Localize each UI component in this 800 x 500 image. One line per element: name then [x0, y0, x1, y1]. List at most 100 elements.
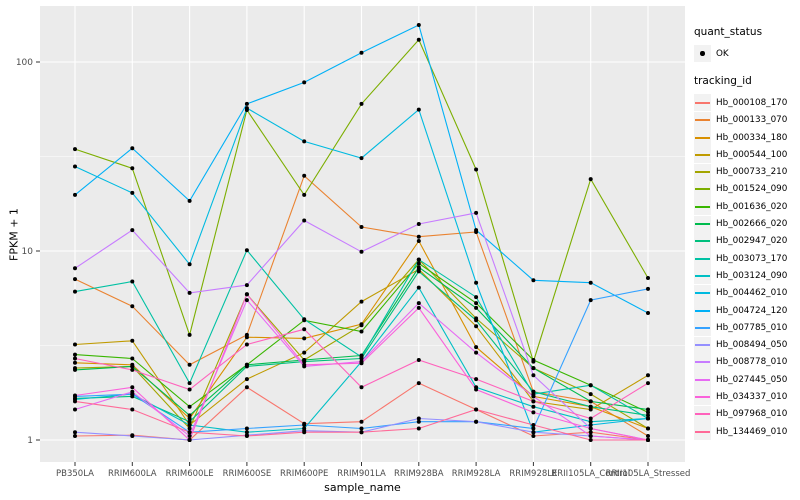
data-point-Hb_001524_090-RRIM901LA [359, 101, 364, 106]
x-tick-label-RRIM600PE: RRIM600PE [280, 469, 328, 479]
legend-label: Hb_004724_120 [716, 305, 788, 316]
data-point-Hb_007785_010-RRIM600SE [244, 426, 249, 431]
legend-key-Hb_000133_070 [694, 111, 711, 129]
data-point-Hb_003073_170-RRII105LA_Control [588, 383, 593, 388]
data-point-Hb_000334_180-RRIM928BA [416, 239, 421, 243]
data-point-Hb_003073_170-RRIM928BA [416, 257, 421, 262]
x-tick-label-RRII105LA_Control: RRII105LA_Control [551, 469, 630, 479]
legend-item-ok: OK [694, 45, 787, 63]
legend-key-Hb_003124_090 [694, 267, 711, 285]
x-axis-title: sample_name [324, 481, 401, 494]
data-point-Hb_003124_090-RRIM600LE [187, 423, 192, 427]
data-point-Hb_004724_120-RRII105LA_Stressed [646, 311, 650, 315]
data-point-Hb_004462_010-RRII105LA_Control [588, 423, 593, 427]
data-point-Hb_008494_050-RRIM928LE [531, 430, 536, 435]
legend-swatch-line-icon [695, 326, 710, 329]
legend-label: Hb_002947_020 [716, 236, 788, 247]
data-point-Hb_002666_020-RRIM928BA [416, 265, 421, 270]
data-point-Hb_003073_170-RRIM600LA [130, 279, 135, 284]
legend-key-Hb_008494_050 [694, 336, 711, 354]
legend-key-Hb_004724_120 [694, 302, 711, 319]
legend-swatch-line-icon [695, 188, 710, 191]
data-point-Hb_034337_010-RRIM600PE [302, 362, 307, 367]
data-point-Hb_001636_020-RRIM928LE [531, 358, 536, 362]
data-point-Hb_003073_170-RRIM600LE [187, 381, 192, 386]
legend-key-Hb_034337_010 [694, 388, 711, 406]
legend-key-Hb_000108_170 [694, 94, 711, 112]
legend-key-Hb_134469_010 [694, 423, 711, 441]
data-point-Hb_002947_020-RRIM600PE [302, 359, 307, 364]
legend-swatch-line-icon [695, 153, 710, 156]
legend-item-Hb_002947_020: Hb_002947_020 [694, 232, 788, 250]
legend-key-Hb_000733_210 [694, 163, 711, 181]
data-point-Hb_002947_020-RRII105LA_Control [588, 404, 593, 409]
data-point-Hb_002666_020-PB350LA [73, 367, 77, 372]
data-point-Hb_001524_090-RRIM600PE [302, 192, 307, 197]
data-point-Hb_034337_010-RRIM928LE [531, 410, 536, 415]
data-point-Hb_008778_010-PB350LA [73, 266, 77, 271]
data-point-Hb_001636_020-RRIM901LA [359, 329, 364, 334]
y-tick-label-10: 10 [22, 247, 34, 257]
legend-swatch-line-icon [695, 205, 710, 208]
data-point-Hb_134469_010-RRIM600LE [187, 430, 192, 435]
data-point-Hb_008778_010-RRIM901LA [359, 249, 364, 254]
legend-swatch-line-icon [695, 101, 710, 104]
legend-swatch-line-icon [695, 430, 710, 433]
legend-item-Hb_000133_070: Hb_000133_070 [694, 111, 787, 129]
data-point-Hb_003073_170-PB350LA [73, 289, 77, 294]
data-point-Hb_034337_010-RRII105LA_Control [588, 426, 593, 431]
legend-key-Hb_003073_170 [694, 250, 711, 268]
data-point-Hb_003124_090-RRIM928BA [416, 285, 421, 290]
data-point-Hb_000544_100-PB350LA [73, 342, 77, 347]
data-point-Hb_007785_010-RRIM600PE [302, 423, 307, 427]
data-point-Hb_008494_050-RRIM600LA [130, 434, 135, 438]
y-tick-label-100: 100 [16, 58, 33, 68]
data-point-Hb_000108_170-RRIM928LE [531, 434, 536, 438]
data-point-Hb_004462_010-RRIM901LA [359, 156, 364, 161]
data-point-Hb_004462_010-RRIM600LA [130, 190, 135, 195]
data-point-Hb_134469_010-RRIM928BA [416, 426, 421, 431]
x-tick-label-PB350LA: PB350LA [56, 469, 94, 479]
legend-key-Hb_027445_050 [694, 371, 711, 389]
data-point-Hb_004462_010-RRIM600PE [302, 139, 307, 144]
ok-point-icon [700, 51, 705, 56]
data-point-Hb_000544_100-RRIM600SE [244, 377, 249, 382]
legend-swatch-line-icon [695, 171, 710, 174]
data-point-Hb_034337_010-RRIM928BA [416, 305, 421, 310]
data-point-Hb_034337_010-RRIM600SE [244, 292, 249, 297]
legend-swatch-line-icon [695, 344, 710, 347]
legend-swatch-line-icon [695, 119, 710, 122]
data-point-Hb_027445_050-RRIM928BA [416, 301, 421, 306]
legend-label: Hb_000733_210 [716, 167, 788, 178]
data-point-Hb_003073_170-RRIM928LA [474, 295, 479, 300]
data-point-Hb_000544_100-RRIM600LA [130, 338, 135, 343]
data-point-Hb_000133_070-RRII105LA_Stressed [646, 434, 650, 438]
legend-item-Hb_000108_170: Hb_000108_170 [694, 94, 787, 112]
data-point-Hb_001524_090-RRII105LA_Stressed [646, 276, 650, 280]
data-point-Hb_002666_020-RRIM600LE [187, 413, 192, 418]
data-point-Hb_000133_070-RRIM600LA [130, 304, 135, 309]
legend-swatch-line-icon [695, 240, 710, 243]
data-point-Hb_004724_120-RRIM600LA [130, 146, 135, 151]
legend-swatch-line-icon [695, 223, 710, 226]
legend-title-quant-status: quant_status [694, 26, 763, 38]
legend-label: Hb_027445_050 [716, 374, 788, 385]
data-point-Hb_001524_090-RRIM928BA [416, 37, 421, 42]
data-point-Hb_000544_100-RRIM928LA [474, 324, 479, 329]
legend-label: Hb_000544_100 [716, 149, 788, 160]
legend-key-Hb_097968_010 [694, 405, 711, 423]
legend-item-Hb_000334_180: Hb_000334_180 [694, 129, 787, 147]
data-point-Hb_027445_050-RRIM600SE [244, 298, 249, 303]
data-point-Hb_001636_020-PB350LA [73, 352, 77, 357]
data-point-Hb_097968_010-RRIM928LE [531, 399, 536, 404]
data-point-Hb_034337_010-RRIM600LA [130, 385, 135, 390]
data-point-Hb_008494_050-RRIM928LA [474, 419, 479, 424]
legend-key-Hb_000544_100 [694, 146, 711, 164]
data-point-Hb_000108_170-RRIM600SE [244, 385, 249, 390]
x-tick-label-RRIM600LA: RRIM600LA [108, 469, 157, 479]
data-point-Hb_008494_050-RRIM928BA [416, 416, 421, 421]
data-point-Hb_003124_090-RRII105LA_Control [588, 419, 593, 424]
data-point-Hb_001524_090-RRIM928LA [474, 167, 479, 172]
